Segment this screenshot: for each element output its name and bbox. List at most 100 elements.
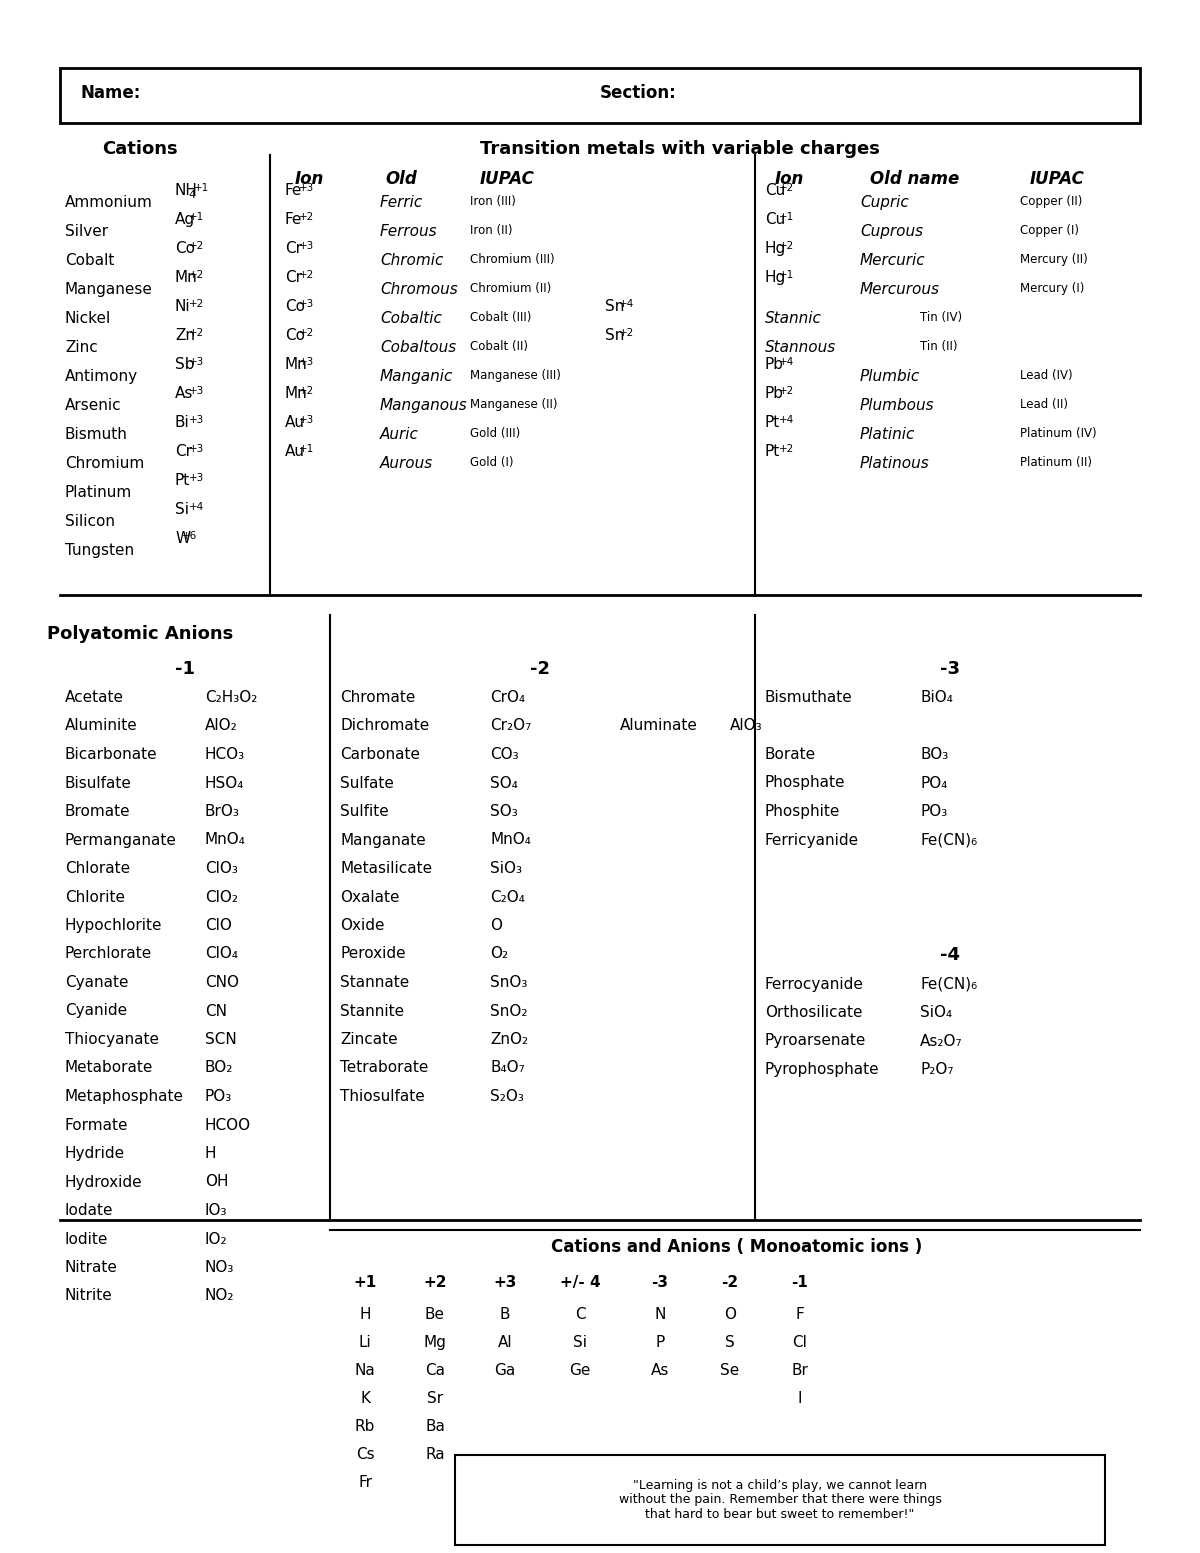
Text: Chromic: Chromic bbox=[380, 253, 443, 269]
Text: Sulfite: Sulfite bbox=[340, 804, 389, 818]
Text: O: O bbox=[490, 918, 502, 933]
Text: W: W bbox=[175, 531, 190, 547]
Text: Chlorite: Chlorite bbox=[65, 890, 125, 904]
Text: Chromium (II): Chromium (II) bbox=[470, 283, 551, 295]
Text: HSO₄: HSO₄ bbox=[205, 775, 245, 790]
Text: Carbonate: Carbonate bbox=[340, 747, 420, 763]
Text: Thiocyanate: Thiocyanate bbox=[65, 1033, 158, 1047]
Text: N: N bbox=[654, 1308, 666, 1322]
Text: Cations and Anions ( Monoatomic ions ): Cations and Anions ( Monoatomic ions ) bbox=[551, 1238, 923, 1256]
Text: Metaborate: Metaborate bbox=[65, 1061, 154, 1076]
Text: Plumbous: Plumbous bbox=[860, 398, 935, 413]
Text: ZnO₂: ZnO₂ bbox=[490, 1033, 528, 1047]
Text: B₄O₇: B₄O₇ bbox=[490, 1061, 524, 1076]
Text: Borate: Borate bbox=[766, 747, 816, 763]
Text: Copper (I): Copper (I) bbox=[1020, 224, 1079, 238]
Text: Hg: Hg bbox=[766, 241, 786, 256]
Text: Aluminate: Aluminate bbox=[620, 719, 698, 733]
Text: Sn: Sn bbox=[605, 328, 624, 343]
Text: Ni: Ni bbox=[175, 300, 191, 314]
Text: Mercurous: Mercurous bbox=[860, 283, 940, 297]
Text: Arsenic: Arsenic bbox=[65, 398, 121, 413]
Text: Cyanide: Cyanide bbox=[65, 1003, 127, 1019]
Text: I: I bbox=[798, 1391, 803, 1405]
Bar bbox=[455, 1455, 1105, 1545]
Text: Manganic: Manganic bbox=[380, 370, 454, 384]
Text: -3: -3 bbox=[940, 660, 960, 679]
Text: -3: -3 bbox=[652, 1275, 668, 1291]
Text: Fe(CN)₆: Fe(CN)₆ bbox=[920, 832, 977, 848]
Text: Au: Au bbox=[286, 444, 305, 460]
Text: AlO₂: AlO₂ bbox=[205, 719, 238, 733]
Text: Chlorate: Chlorate bbox=[65, 860, 130, 876]
Text: Manganese (III): Manganese (III) bbox=[470, 370, 560, 382]
Text: Polyatomic Anions: Polyatomic Anions bbox=[47, 624, 233, 643]
Text: HCO₃: HCO₃ bbox=[205, 747, 245, 763]
Text: Fe: Fe bbox=[286, 213, 302, 227]
Text: IUPAC: IUPAC bbox=[480, 169, 535, 188]
Text: Cobaltous: Cobaltous bbox=[380, 340, 456, 356]
Text: NO₂: NO₂ bbox=[205, 1289, 234, 1303]
Text: Zinc: Zinc bbox=[65, 340, 97, 356]
Text: SnO₂: SnO₂ bbox=[490, 1003, 528, 1019]
Text: +1: +1 bbox=[353, 1275, 377, 1291]
Text: Ra: Ra bbox=[425, 1447, 445, 1461]
Text: Cobalt (III): Cobalt (III) bbox=[470, 311, 532, 325]
Text: Be: Be bbox=[425, 1308, 445, 1322]
Text: Chromate: Chromate bbox=[340, 690, 415, 705]
Text: Silicon: Silicon bbox=[65, 514, 115, 530]
Text: Thiosulfate: Thiosulfate bbox=[340, 1089, 425, 1104]
Text: Chromium: Chromium bbox=[65, 457, 144, 471]
Text: Nitrate: Nitrate bbox=[65, 1259, 118, 1275]
Text: Cs: Cs bbox=[355, 1447, 374, 1461]
Text: Cations: Cations bbox=[102, 140, 178, 158]
Text: MnO₄: MnO₄ bbox=[205, 832, 246, 848]
Text: Cu: Cu bbox=[766, 213, 785, 227]
Text: Mn: Mn bbox=[286, 387, 307, 401]
Text: Se: Se bbox=[720, 1364, 739, 1378]
Text: Sr: Sr bbox=[427, 1391, 443, 1405]
Text: Si: Si bbox=[574, 1336, 587, 1350]
Text: Cr: Cr bbox=[286, 241, 302, 256]
Text: -1: -1 bbox=[792, 1275, 809, 1291]
Text: Phosphite: Phosphite bbox=[766, 804, 840, 818]
Text: Sulfate: Sulfate bbox=[340, 775, 394, 790]
Text: Mn: Mn bbox=[286, 357, 307, 373]
Text: Bicarbonate: Bicarbonate bbox=[65, 747, 157, 763]
Text: Perchlorate: Perchlorate bbox=[65, 946, 152, 961]
Text: Dichromate: Dichromate bbox=[340, 719, 430, 733]
Text: +3: +3 bbox=[188, 444, 204, 453]
Text: PO₃: PO₃ bbox=[205, 1089, 233, 1104]
Text: Ag: Ag bbox=[175, 213, 196, 227]
Text: +/- 4: +/- 4 bbox=[559, 1275, 600, 1291]
Text: IUPAC: IUPAC bbox=[1030, 169, 1085, 188]
Text: +2: +2 bbox=[779, 385, 794, 396]
Text: BO₃: BO₃ bbox=[920, 747, 948, 763]
Text: +3: +3 bbox=[299, 183, 314, 193]
Text: Ion: Ion bbox=[295, 169, 324, 188]
Text: Metasilicate: Metasilicate bbox=[340, 860, 432, 876]
Text: Hypochlorite: Hypochlorite bbox=[65, 918, 162, 933]
Text: NH: NH bbox=[175, 183, 198, 197]
Text: Bromate: Bromate bbox=[65, 804, 131, 818]
Text: Cuprous: Cuprous bbox=[860, 224, 923, 239]
Text: Cu: Cu bbox=[766, 183, 785, 197]
Text: SO₃: SO₃ bbox=[490, 804, 517, 818]
Text: BiO₄: BiO₄ bbox=[920, 690, 953, 705]
Text: +2: +2 bbox=[299, 211, 314, 222]
Text: Manganese (II): Manganese (II) bbox=[470, 398, 558, 412]
Text: Cupric: Cupric bbox=[860, 196, 908, 210]
Text: Sb: Sb bbox=[175, 357, 194, 373]
Text: Tin (II): Tin (II) bbox=[920, 340, 958, 353]
Text: SnO₃: SnO₃ bbox=[490, 975, 527, 989]
Text: CN: CN bbox=[205, 1003, 227, 1019]
Text: Lead (IV): Lead (IV) bbox=[1020, 370, 1073, 382]
Text: Pt: Pt bbox=[175, 474, 191, 488]
Text: Platinic: Platinic bbox=[860, 427, 916, 443]
Text: Cyanate: Cyanate bbox=[65, 975, 128, 989]
Text: Formate: Formate bbox=[65, 1118, 128, 1132]
Text: S: S bbox=[725, 1336, 734, 1350]
Text: Oxalate: Oxalate bbox=[340, 890, 400, 904]
Text: Ga: Ga bbox=[494, 1364, 516, 1378]
Text: Bismuth: Bismuth bbox=[65, 427, 128, 443]
